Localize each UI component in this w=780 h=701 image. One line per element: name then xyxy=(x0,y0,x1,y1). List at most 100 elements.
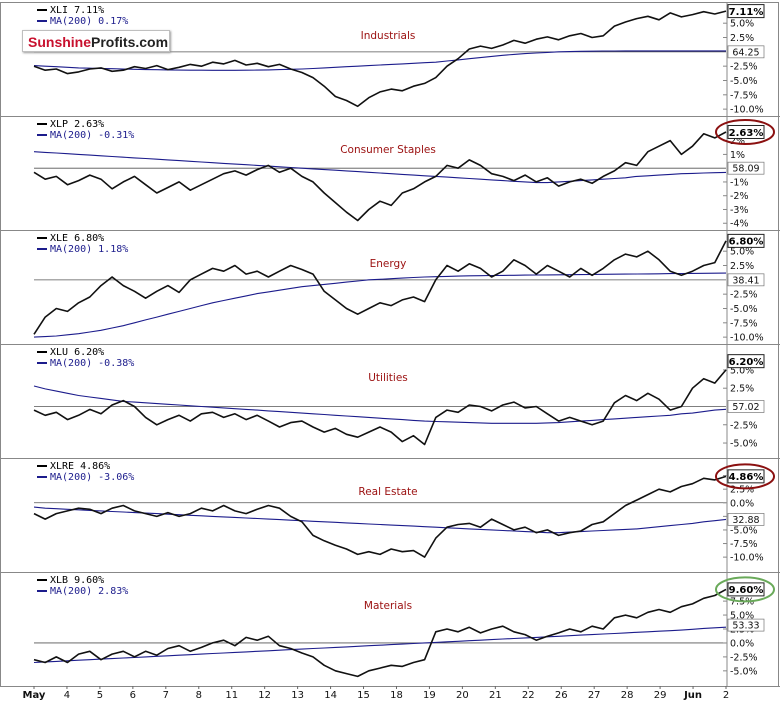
ma-line-xlu xyxy=(33,385,727,424)
ma-value-box xyxy=(727,400,765,413)
brand-part2: Profits.com xyxy=(91,34,169,50)
ma-value-label: 64.25 xyxy=(732,47,759,58)
y-tick-label: 2% xyxy=(730,136,745,147)
price-line-xlu xyxy=(33,369,727,446)
last-value-box xyxy=(727,4,765,19)
ma-value-box xyxy=(727,273,765,287)
y-tick-label: -3% xyxy=(730,205,749,216)
brand-part1: Sunshine xyxy=(28,34,92,50)
y-tick-label: -2.5% xyxy=(730,290,758,301)
x-axis: May 4 5 6 7 8 11 12 13 14 15 18 19 20 21 22 26 27 28 29 Jun 2 xyxy=(23,686,729,701)
legend-price: XLB 9.60% xyxy=(50,575,104,586)
price-line-xlp xyxy=(33,131,727,222)
price-line-xlre xyxy=(33,475,727,558)
y-tick-label: 0.0% xyxy=(730,498,754,509)
panel-title: Industrials xyxy=(361,30,416,42)
legend-ma: MA(200) -0.31% xyxy=(50,130,134,141)
legend-price: XLP 2.63% xyxy=(50,119,104,130)
x-tick-label: 8 xyxy=(196,690,202,701)
last-value-box xyxy=(727,582,765,597)
highlight-circle xyxy=(715,118,775,145)
ma-value-label: 32.88 xyxy=(732,515,759,526)
y-tick-label: 2.5% xyxy=(730,261,754,272)
x-tick-label: 26 xyxy=(555,690,568,701)
panel-xli: 5.0% 2.5% -2.5% -5.0% -7.5% -10.0% XLI 7.11%MA… xyxy=(0,4,780,117)
ma-value-label: 58.09 xyxy=(732,164,759,175)
y-tick-label: 0.0% xyxy=(730,638,754,649)
y-tick-label: -10.0% xyxy=(730,553,764,564)
panel-xle: 5.0% 2.5% -2.5% -5.0% -7.5% -10.0% XLE 6.80%MA… xyxy=(0,233,780,345)
ma-value-label: 53.33 xyxy=(732,621,759,632)
legend-ma: MA(200) -3.06% xyxy=(50,472,134,483)
y-tick-label: -7.5% xyxy=(730,90,758,101)
last-value-label: 4.86% xyxy=(729,472,764,483)
y-tick-label: 1% xyxy=(730,150,745,161)
x-tick-label: 13 xyxy=(291,690,304,701)
x-tick-label: 21 xyxy=(489,690,502,701)
last-value-label: 7.11% xyxy=(729,7,764,18)
y-tick-label: -5.0% xyxy=(730,666,758,677)
last-value-label: 6.20% xyxy=(729,357,764,368)
brand-logo[interactable]: SunshineProfits.com xyxy=(22,30,170,52)
x-tick-label: May xyxy=(23,690,46,701)
y-tick-label: -4% xyxy=(730,219,749,230)
panel-xlre: 5.0%2.5%0.0%-2.5%-5.0%-7.5%-10.0%XLRE 4.… xyxy=(0,461,780,573)
y-tick-label: -5.0% xyxy=(730,525,758,536)
y-tick-label: -2.5% xyxy=(730,652,758,663)
panel-xlu: 5.0% 2.5% -2.5% -5.0% XLU 6.20%MA(200) -0.38… xyxy=(0,347,780,459)
price-line-xli xyxy=(33,10,727,108)
legend-price: XLRE 4.86% xyxy=(50,461,110,472)
panel-xlp: 2% 1% -1% -2% -3% -4% XLP 2.63%MA(200) -0.31% C… xyxy=(0,118,780,231)
y-tick-label: -5.0% xyxy=(730,439,758,450)
ma-line-xle xyxy=(33,272,727,338)
last-value-box xyxy=(727,124,765,139)
panel-title: Materials xyxy=(364,600,412,612)
y-tick-label: -10.0% xyxy=(730,333,764,344)
legend-price: XLE 6.80% xyxy=(50,233,104,244)
ma-value-box xyxy=(727,45,765,59)
x-tick-label: 27 xyxy=(588,690,601,701)
x-tick-label: Jun xyxy=(683,690,702,701)
last-value-box xyxy=(727,469,765,484)
x-tick-label: 5 xyxy=(97,690,103,701)
last-value-label: 9.60% xyxy=(729,585,764,596)
panel-xlb: 7.5%5.0%2.5%0.0%-2.5%-5.0%XLB 9.60%MA(20… xyxy=(0,575,780,687)
x-tick-label: 20 xyxy=(456,690,469,701)
ma-value-box xyxy=(727,161,765,175)
y-tick-label: -1% xyxy=(730,177,749,188)
panel-title: Real Estate xyxy=(358,486,417,498)
highlight-circle xyxy=(715,576,775,603)
x-tick-label: 18 xyxy=(390,690,403,701)
legend-ma: MA(200) -0.38% xyxy=(50,358,134,369)
y-tick-label: 2.5% xyxy=(730,33,754,44)
ma-line-xlp xyxy=(33,151,727,184)
y-tick-label: -7.5% xyxy=(730,539,758,550)
ma-value-label: 38.41 xyxy=(732,275,759,286)
x-tick-label: 2 xyxy=(723,690,729,701)
x-tick-label: 19 xyxy=(423,690,436,701)
legend-ma: MA(200) 1.18% xyxy=(50,244,128,255)
y-tick-label: -2% xyxy=(730,191,749,202)
x-tick-label: 28 xyxy=(621,690,634,701)
x-tick-label: 15 xyxy=(357,690,370,701)
panel-title: Utilities xyxy=(368,372,408,384)
ma-value-box xyxy=(727,618,765,632)
last-value-label: 6.80% xyxy=(729,237,764,248)
x-tick-label: 22 xyxy=(522,690,535,701)
x-tick-label: 12 xyxy=(258,690,271,701)
legend-ma: MA(200) 0.17% xyxy=(50,16,128,27)
y-tick-label: -2.5% xyxy=(730,62,758,73)
y-tick-label: -7.5% xyxy=(730,318,758,329)
x-tick-label: 6 xyxy=(130,690,136,701)
panel-title: Consumer Staples xyxy=(340,144,436,156)
last-value-label: 2.63% xyxy=(729,128,764,139)
price-line-xle xyxy=(33,240,727,335)
ma-value-label: 57.02 xyxy=(732,402,759,413)
x-tick-label: 29 xyxy=(654,690,667,701)
y-tick-label: 5.0% xyxy=(730,611,754,622)
price-line-xlb xyxy=(33,588,727,678)
y-tick-label: 5.0% xyxy=(730,365,754,376)
ma-line-xlre xyxy=(33,506,727,534)
y-tick-label: -5.0% xyxy=(730,304,758,315)
